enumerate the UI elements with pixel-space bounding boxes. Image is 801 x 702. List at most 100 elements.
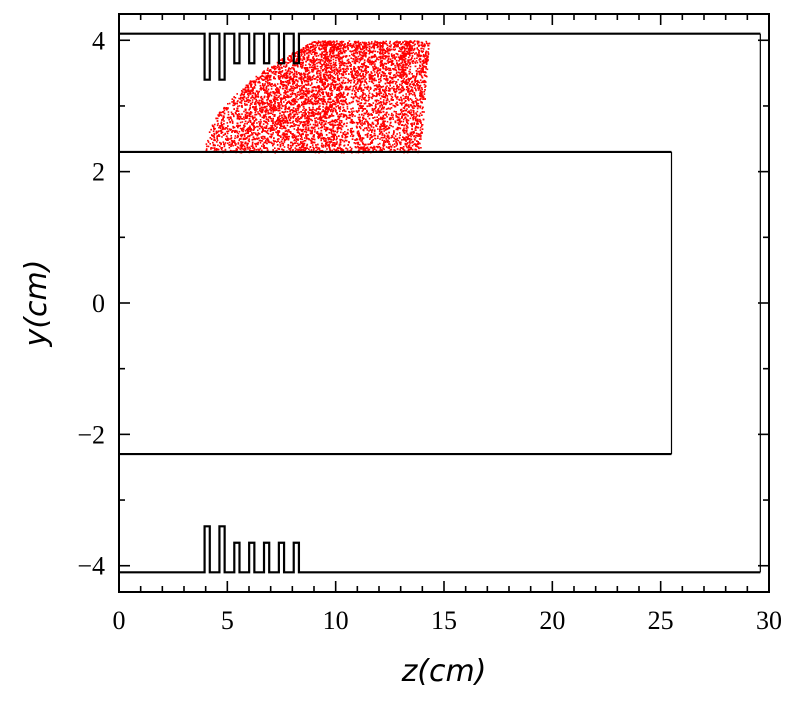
particle-point bbox=[308, 100, 311, 102]
particle-point bbox=[283, 84, 286, 87]
particle-point bbox=[319, 66, 322, 68]
particle-point bbox=[265, 87, 268, 90]
particle-point bbox=[257, 93, 259, 95]
particle-point bbox=[313, 111, 315, 114]
particle-point bbox=[335, 124, 337, 126]
particle-point bbox=[391, 93, 394, 95]
particle-point bbox=[251, 132, 253, 134]
particle-point bbox=[283, 94, 285, 97]
particle-point bbox=[387, 107, 389, 110]
particle-point bbox=[365, 43, 368, 45]
particle-point bbox=[266, 123, 269, 125]
particle-point bbox=[414, 136, 417, 139]
particle-point bbox=[402, 107, 405, 109]
particle-point bbox=[362, 146, 365, 149]
particle-point bbox=[317, 54, 320, 57]
particle-point bbox=[385, 40, 387, 43]
particle-point bbox=[245, 132, 247, 135]
particle-point bbox=[233, 139, 236, 142]
particle-point bbox=[298, 111, 300, 114]
particle-point bbox=[405, 88, 408, 91]
particle-point bbox=[358, 100, 360, 103]
particle-point bbox=[362, 109, 364, 111]
particle-point bbox=[410, 52, 412, 54]
particle-point bbox=[372, 63, 374, 65]
particle-point bbox=[363, 53, 365, 55]
particle-point bbox=[397, 78, 399, 81]
particle-point bbox=[250, 111, 253, 114]
particle-point bbox=[313, 58, 315, 61]
particle-point bbox=[384, 141, 387, 144]
particle-point bbox=[389, 58, 392, 60]
particle-point bbox=[416, 104, 418, 106]
particle-point bbox=[272, 109, 275, 112]
particle-point bbox=[364, 96, 366, 99]
particle-point bbox=[362, 65, 364, 67]
particle-point bbox=[364, 102, 367, 104]
particle-point bbox=[360, 70, 363, 73]
particle-point bbox=[272, 111, 274, 113]
particle-point bbox=[328, 106, 331, 108]
particle-point bbox=[312, 75, 314, 78]
particle-point bbox=[393, 56, 395, 59]
particle-point bbox=[411, 80, 414, 83]
particle-point bbox=[408, 78, 410, 81]
particle-point bbox=[371, 131, 373, 134]
particle-point bbox=[318, 105, 320, 108]
particle-point bbox=[350, 57, 352, 59]
particle-point bbox=[377, 107, 380, 110]
particle-point bbox=[249, 125, 251, 128]
particle-point bbox=[363, 98, 365, 100]
particle-point bbox=[317, 118, 319, 120]
particle-point bbox=[317, 44, 319, 47]
particle-point bbox=[373, 108, 375, 111]
particle-point bbox=[408, 49, 410, 51]
particle-point bbox=[276, 66, 279, 69]
particle-point bbox=[341, 135, 343, 137]
particle-point bbox=[212, 130, 215, 132]
particle-point bbox=[319, 113, 322, 115]
particle-point bbox=[383, 62, 386, 65]
particle-point bbox=[317, 76, 319, 79]
particle-point bbox=[267, 98, 269, 101]
particle-point bbox=[312, 93, 314, 96]
particle-point bbox=[416, 110, 419, 113]
particle-point bbox=[411, 52, 413, 55]
particle-point bbox=[407, 148, 410, 150]
particle-point bbox=[257, 111, 259, 113]
particle-point bbox=[370, 55, 373, 58]
particle-point bbox=[413, 107, 415, 109]
particle-point bbox=[252, 125, 255, 128]
particle-point bbox=[420, 47, 422, 50]
particle-point bbox=[413, 44, 415, 47]
particle-point bbox=[400, 46, 403, 49]
particle-point bbox=[272, 139, 275, 142]
particle-point bbox=[320, 72, 322, 74]
particle-point bbox=[395, 116, 398, 118]
particle-point bbox=[259, 142, 262, 144]
particle-point bbox=[361, 120, 363, 122]
particle-point bbox=[347, 81, 349, 84]
particle-point bbox=[366, 82, 368, 85]
particle-point bbox=[367, 100, 369, 102]
particle-point bbox=[270, 85, 273, 88]
particle-point bbox=[385, 63, 387, 65]
particle-point bbox=[343, 68, 345, 71]
particle-point bbox=[220, 131, 223, 133]
particle-point bbox=[240, 141, 242, 143]
particle-point bbox=[408, 144, 411, 146]
particle-point bbox=[340, 138, 343, 141]
particle-point bbox=[301, 53, 303, 55]
particle-point bbox=[339, 138, 341, 141]
particle-point bbox=[403, 55, 406, 58]
particle-point bbox=[260, 96, 262, 99]
particle-point bbox=[411, 144, 414, 147]
particle-point bbox=[412, 60, 415, 62]
particle-point bbox=[242, 144, 244, 146]
particle-point bbox=[374, 40, 376, 43]
particle-point bbox=[354, 139, 356, 141]
particle-point bbox=[319, 105, 321, 107]
particle-point bbox=[277, 68, 280, 71]
particle-point bbox=[294, 100, 297, 103]
particle-point bbox=[357, 116, 360, 119]
